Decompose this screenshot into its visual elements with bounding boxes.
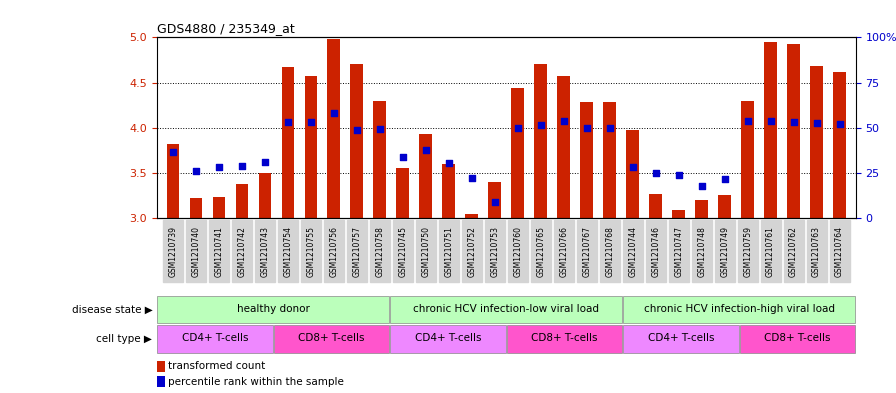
Text: CD4+ T-cells: CD4+ T-cells bbox=[648, 333, 714, 343]
Bar bbox=[719, 195, 731, 218]
Point bbox=[235, 163, 249, 169]
Bar bbox=[259, 173, 271, 218]
Bar bbox=[740, 325, 855, 353]
Point bbox=[258, 159, 272, 165]
Text: cell type ▶: cell type ▶ bbox=[97, 334, 152, 344]
Point bbox=[625, 163, 640, 170]
Point bbox=[580, 125, 594, 131]
Text: CD4+ T-cells: CD4+ T-cells bbox=[182, 333, 248, 343]
Point bbox=[396, 154, 410, 160]
Text: CD8+ T-cells: CD8+ T-cells bbox=[531, 333, 598, 343]
Text: CD8+ T-cells: CD8+ T-cells bbox=[764, 333, 831, 343]
Point bbox=[487, 199, 502, 205]
Text: transformed count: transformed count bbox=[168, 362, 265, 371]
Text: healthy donor: healthy donor bbox=[237, 304, 310, 314]
Point bbox=[533, 122, 547, 128]
Text: CD4+ T-cells: CD4+ T-cells bbox=[415, 333, 481, 343]
Point bbox=[787, 119, 801, 125]
Point bbox=[211, 163, 226, 170]
Bar bbox=[488, 182, 501, 218]
Bar bbox=[810, 66, 823, 218]
Text: chronic HCV infection-low viral load: chronic HCV infection-low viral load bbox=[413, 304, 599, 314]
Bar bbox=[626, 130, 639, 218]
Bar bbox=[833, 72, 846, 218]
Point bbox=[280, 119, 295, 125]
Point bbox=[442, 160, 456, 166]
Point bbox=[832, 121, 847, 127]
Point bbox=[649, 170, 663, 176]
Bar bbox=[396, 168, 409, 218]
Point bbox=[694, 183, 709, 189]
Bar bbox=[391, 325, 505, 353]
Bar bbox=[281, 67, 294, 218]
Bar bbox=[157, 376, 165, 387]
Bar bbox=[741, 101, 754, 218]
Point bbox=[809, 120, 823, 126]
Text: chronic HCV infection-high viral load: chronic HCV infection-high viral load bbox=[643, 304, 835, 314]
Text: CD8+ T-cells: CD8+ T-cells bbox=[298, 333, 365, 343]
Bar bbox=[190, 198, 202, 218]
Point bbox=[671, 172, 685, 178]
Bar bbox=[167, 144, 179, 218]
Bar bbox=[534, 64, 547, 218]
Bar bbox=[695, 200, 708, 218]
Point bbox=[327, 110, 341, 116]
Point bbox=[740, 118, 754, 125]
Bar bbox=[672, 210, 685, 218]
Bar bbox=[212, 197, 225, 218]
Point bbox=[189, 168, 203, 174]
Point bbox=[465, 175, 479, 182]
Bar bbox=[274, 325, 389, 353]
Point bbox=[304, 119, 318, 125]
Point bbox=[166, 149, 180, 155]
Bar bbox=[788, 44, 800, 218]
Bar bbox=[350, 64, 363, 218]
Bar bbox=[157, 361, 165, 372]
Bar bbox=[512, 88, 524, 218]
Point bbox=[556, 118, 571, 125]
Bar bbox=[581, 101, 593, 218]
Point bbox=[373, 125, 387, 132]
Point bbox=[718, 176, 732, 182]
Bar bbox=[158, 325, 272, 353]
Text: percentile rank within the sample: percentile rank within the sample bbox=[168, 376, 344, 387]
Bar bbox=[158, 296, 389, 323]
Bar bbox=[236, 184, 248, 218]
Bar bbox=[650, 194, 662, 218]
Bar bbox=[305, 76, 317, 218]
Point bbox=[602, 125, 616, 131]
Bar bbox=[764, 42, 777, 218]
Bar bbox=[624, 325, 738, 353]
Bar bbox=[328, 39, 340, 218]
Point bbox=[418, 147, 433, 153]
Bar bbox=[443, 164, 455, 218]
Text: GDS4880 / 235349_at: GDS4880 / 235349_at bbox=[157, 22, 295, 35]
Bar bbox=[507, 325, 622, 353]
Bar bbox=[603, 101, 616, 218]
Point bbox=[511, 125, 525, 131]
Bar bbox=[374, 101, 386, 218]
Text: disease state ▶: disease state ▶ bbox=[72, 305, 152, 314]
Bar bbox=[391, 296, 622, 323]
Point bbox=[349, 127, 364, 134]
Bar bbox=[465, 215, 478, 218]
Point bbox=[763, 118, 778, 125]
Bar bbox=[419, 134, 432, 218]
Bar bbox=[624, 296, 855, 323]
Bar bbox=[557, 76, 570, 218]
